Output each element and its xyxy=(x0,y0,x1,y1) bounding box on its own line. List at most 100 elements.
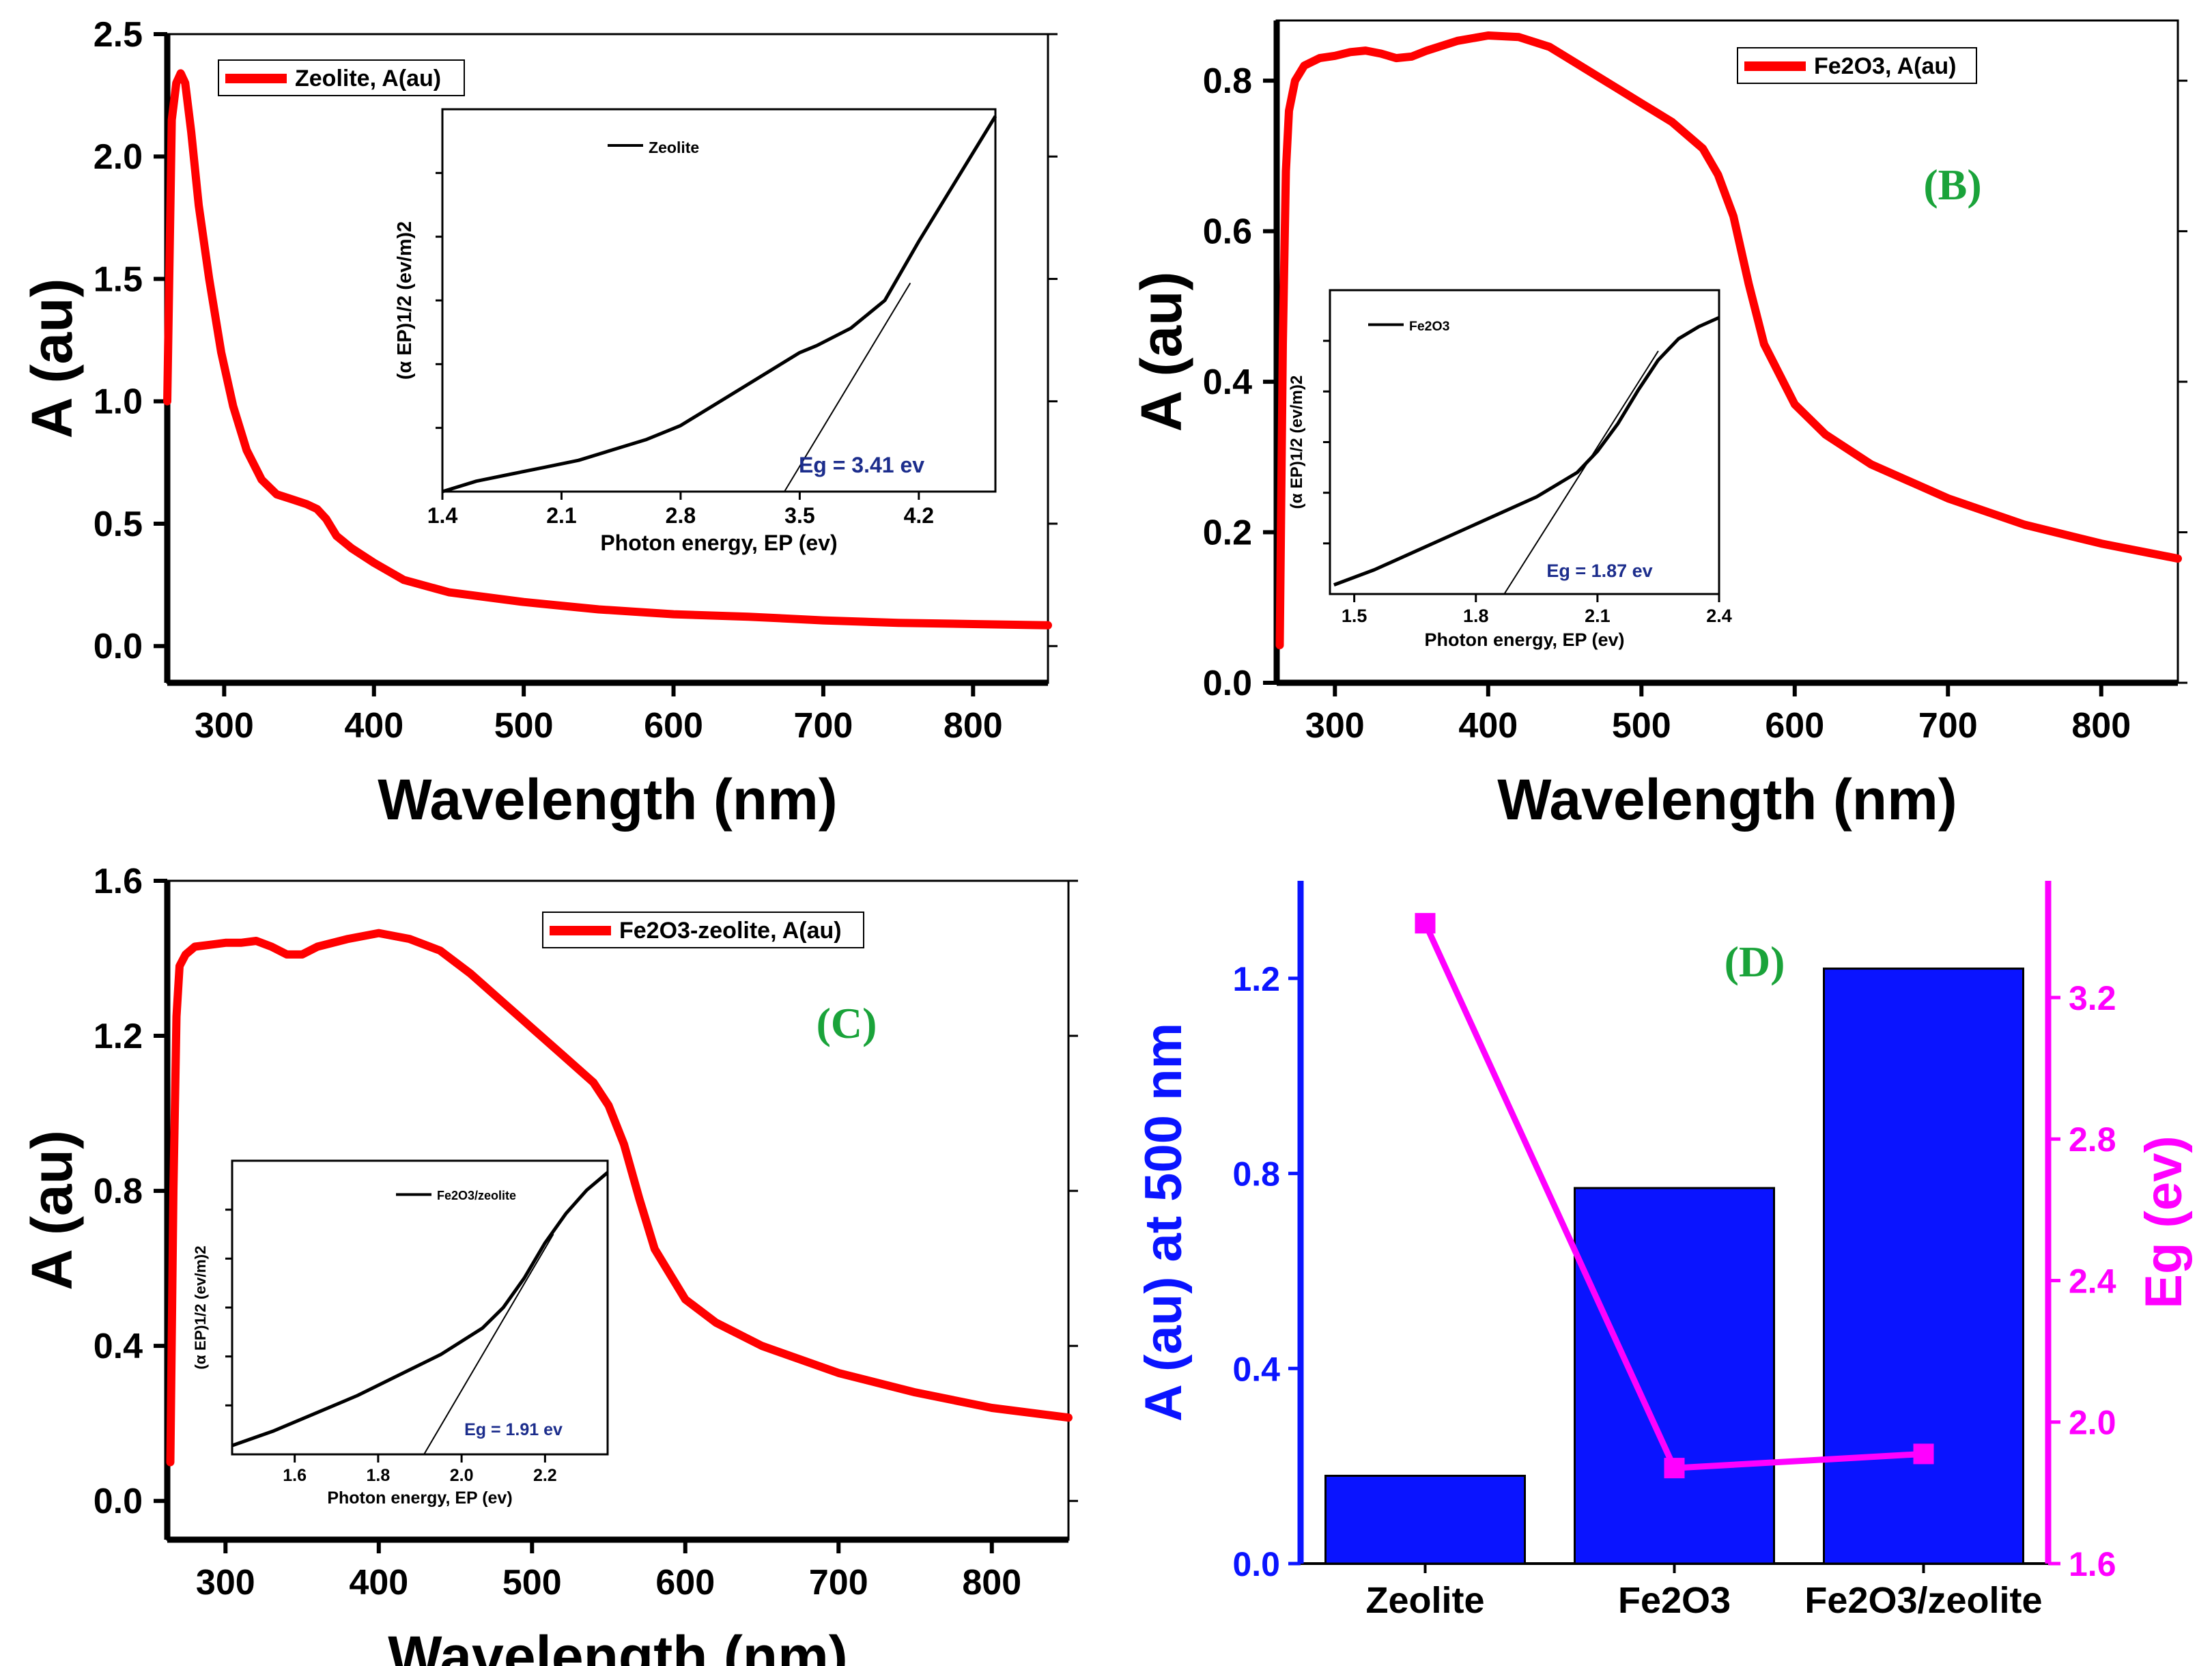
x-tick-label: 700 xyxy=(809,1563,868,1603)
y-tick-label: 1.5 xyxy=(94,259,143,299)
x-axis-title: Wavelength (nm) xyxy=(378,767,838,832)
inset-x-axis-title: Photon energy, EP (ev) xyxy=(1424,630,1624,650)
y-tick-label: 1.2 xyxy=(94,1017,143,1056)
y-tick-label: 1.6 xyxy=(94,862,143,901)
y-tick-label: 0.6 xyxy=(1203,212,1252,252)
y-tick-label: 0.2 xyxy=(1203,513,1252,553)
inset-y-axis-title: (α EP)1/2 (ev/m)2 xyxy=(394,221,416,380)
right-tick-label: 1.6 xyxy=(2069,1545,2116,1583)
y-tick-label: 0.8 xyxy=(1203,61,1252,101)
category-label: Fe2O3 xyxy=(1618,1580,1731,1621)
left-tick-label: 0.0 xyxy=(1232,1545,1280,1583)
x-axis-title: Wavelength (nm) xyxy=(1497,767,1957,832)
x-tick-label: 400 xyxy=(344,706,403,746)
category-label: Zeolite xyxy=(1365,1580,1484,1621)
y-tick-label: 0.0 xyxy=(94,627,143,666)
panel-d: Zeolite Fe2O3 Fe2O3/zeolite 0.0 0.4 0.8 1.2 1.6… xyxy=(1135,881,2193,1621)
y-tick-label: 2.0 xyxy=(94,137,143,177)
left-tick-label: 0.8 xyxy=(1232,1155,1280,1194)
left-axis-title: A (au) at 500 nm xyxy=(1135,1023,1193,1422)
panel-b: 300 400 500 600 700 800 0.0 0.2 0.4 0.6 0.8 Wavelen… xyxy=(1129,19,2187,832)
x-tick-label: 300 xyxy=(1305,706,1365,746)
eg-marker xyxy=(1664,1458,1685,1479)
inset-x-axis-title: Photon energy, EP (ev) xyxy=(600,531,837,555)
left-tick-label: 0.4 xyxy=(1232,1350,1280,1388)
y-axis-title: A (au) xyxy=(20,279,84,439)
right-tick-label: 2.8 xyxy=(2069,1120,2116,1159)
inset-x-tick-label: 3.5 xyxy=(784,503,814,528)
panel-a: 300 400 500 600 700 800 0.0 0.5 1.0 1.5 2.0 2.5 Wave… xyxy=(20,15,1058,832)
series-line xyxy=(166,929,1073,1467)
inset-frame xyxy=(1329,289,1720,595)
inset-x-tick-label: 2.8 xyxy=(666,503,696,528)
x-tick-label: 700 xyxy=(794,706,853,746)
x-tick-label: 800 xyxy=(2071,706,2131,746)
inset: 1.5 1.8 2.1 2.4 Photon energy, EP (ev) (α EP)… xyxy=(1288,289,1732,650)
category-label: Fe2O3/zeolite xyxy=(1804,1580,2042,1621)
x-tick-label: 300 xyxy=(196,1563,255,1603)
x-tick-label: 400 xyxy=(1458,706,1518,746)
y-tick-label: 0.0 xyxy=(1203,664,1252,703)
y-tick-label: 0.0 xyxy=(94,1482,143,1521)
x-tick-label: 500 xyxy=(502,1563,562,1603)
y-tick-label: 0.8 xyxy=(94,1172,143,1211)
x-tick-label: 400 xyxy=(349,1563,408,1603)
left-tick-label: 1.2 xyxy=(1232,960,1280,998)
y-tick-label: 1.0 xyxy=(94,382,143,422)
eg-annotation: Eg = 3.41 ev xyxy=(799,453,924,477)
panel-c: 300 400 500 600 700 800 0.0 0.4 0.8 1.2 1.6 Wavelen… xyxy=(20,862,1078,1666)
inset-x-tick-label: 1.8 xyxy=(367,1466,391,1485)
inset-x-tick-label: 2.4 xyxy=(1706,606,1732,626)
x-tick-label: 600 xyxy=(1765,706,1824,746)
eg-marker xyxy=(1415,913,1436,934)
inset-x-axis-title: Photon energy, EP (ev) xyxy=(327,1488,512,1508)
eg-annotation: Eg = 1.87 ev xyxy=(1546,561,1652,581)
legend-label: Fe2O3, A(au) xyxy=(1814,53,1956,79)
inset-curve xyxy=(442,115,997,494)
inset: 1.6 1.8 2.0 2.2 Photon energy, EP (ev) (α EP)… xyxy=(192,1159,609,1508)
inset-x-tick-label: 2.1 xyxy=(1585,606,1611,626)
inset-legend-label: Fe2O3 xyxy=(1409,319,1450,334)
inset-x-tick-label: 1.8 xyxy=(1463,606,1489,626)
legend-label: Fe2O3-zeolite, A(au) xyxy=(619,918,842,944)
bar xyxy=(1823,968,2024,1565)
x-tick-label: 600 xyxy=(644,706,703,746)
inset-tangent-line xyxy=(423,1233,554,1455)
inset-y-axis-title: (α EP)1/2 (ev/m)2 xyxy=(192,1245,209,1369)
inset-x-tick-label: 1.5 xyxy=(1342,606,1367,626)
panel-label: (D) xyxy=(1725,937,1785,986)
panel-label: (C) xyxy=(817,999,877,1047)
y-axis-title: A (au) xyxy=(1129,272,1193,432)
x-tick-label: 700 xyxy=(1918,706,1978,746)
y-tick-label: 0.5 xyxy=(94,505,143,544)
series-line xyxy=(1275,31,2182,649)
x-tick-label: 500 xyxy=(1612,706,1671,746)
inset-frame xyxy=(231,1159,609,1456)
inset-tangent-line xyxy=(1503,350,1659,595)
right-tick-label: 3.2 xyxy=(2069,979,2116,1017)
inset-x-tick-label: 2.2 xyxy=(533,1466,557,1485)
inset-y-axis-title: (α EP)1/2 (ev/m)2 xyxy=(1288,376,1306,509)
right-tick-label: 2.0 xyxy=(2069,1404,2116,1442)
x-tick-label: 500 xyxy=(494,706,554,746)
inset: 1.4 2.1 2.8 3.5 4.2 Photon energy, EP (ev) (α … xyxy=(394,108,997,555)
inset-x-tick-label: 2.0 xyxy=(450,1466,474,1485)
series-line xyxy=(163,69,1052,630)
inset-legend-label: Zeolite xyxy=(649,139,699,156)
inset-x-tick-label: 1.6 xyxy=(283,1466,307,1485)
y-tick-label: 0.4 xyxy=(1203,363,1252,402)
eg-annotation: Eg = 1.91 ev xyxy=(464,1420,563,1439)
x-axis-title: Wavelength (nm) xyxy=(388,1624,848,1666)
panel-label: (B) xyxy=(1923,160,1981,209)
inset-legend-label: Fe2O3/zeolite xyxy=(437,1189,516,1202)
bar xyxy=(1574,1187,1775,1565)
right-axis-title: Eg (ev) xyxy=(2135,1135,2193,1308)
y-tick-label: 0.4 xyxy=(94,1327,143,1366)
inset-frame xyxy=(441,108,997,493)
eg-marker xyxy=(1913,1443,1934,1465)
x-tick-label: 800 xyxy=(962,1563,1021,1603)
x-tick-label: 600 xyxy=(655,1563,715,1603)
inset-x-tick-label: 2.1 xyxy=(546,503,576,528)
inset-tangent-line xyxy=(784,283,911,492)
